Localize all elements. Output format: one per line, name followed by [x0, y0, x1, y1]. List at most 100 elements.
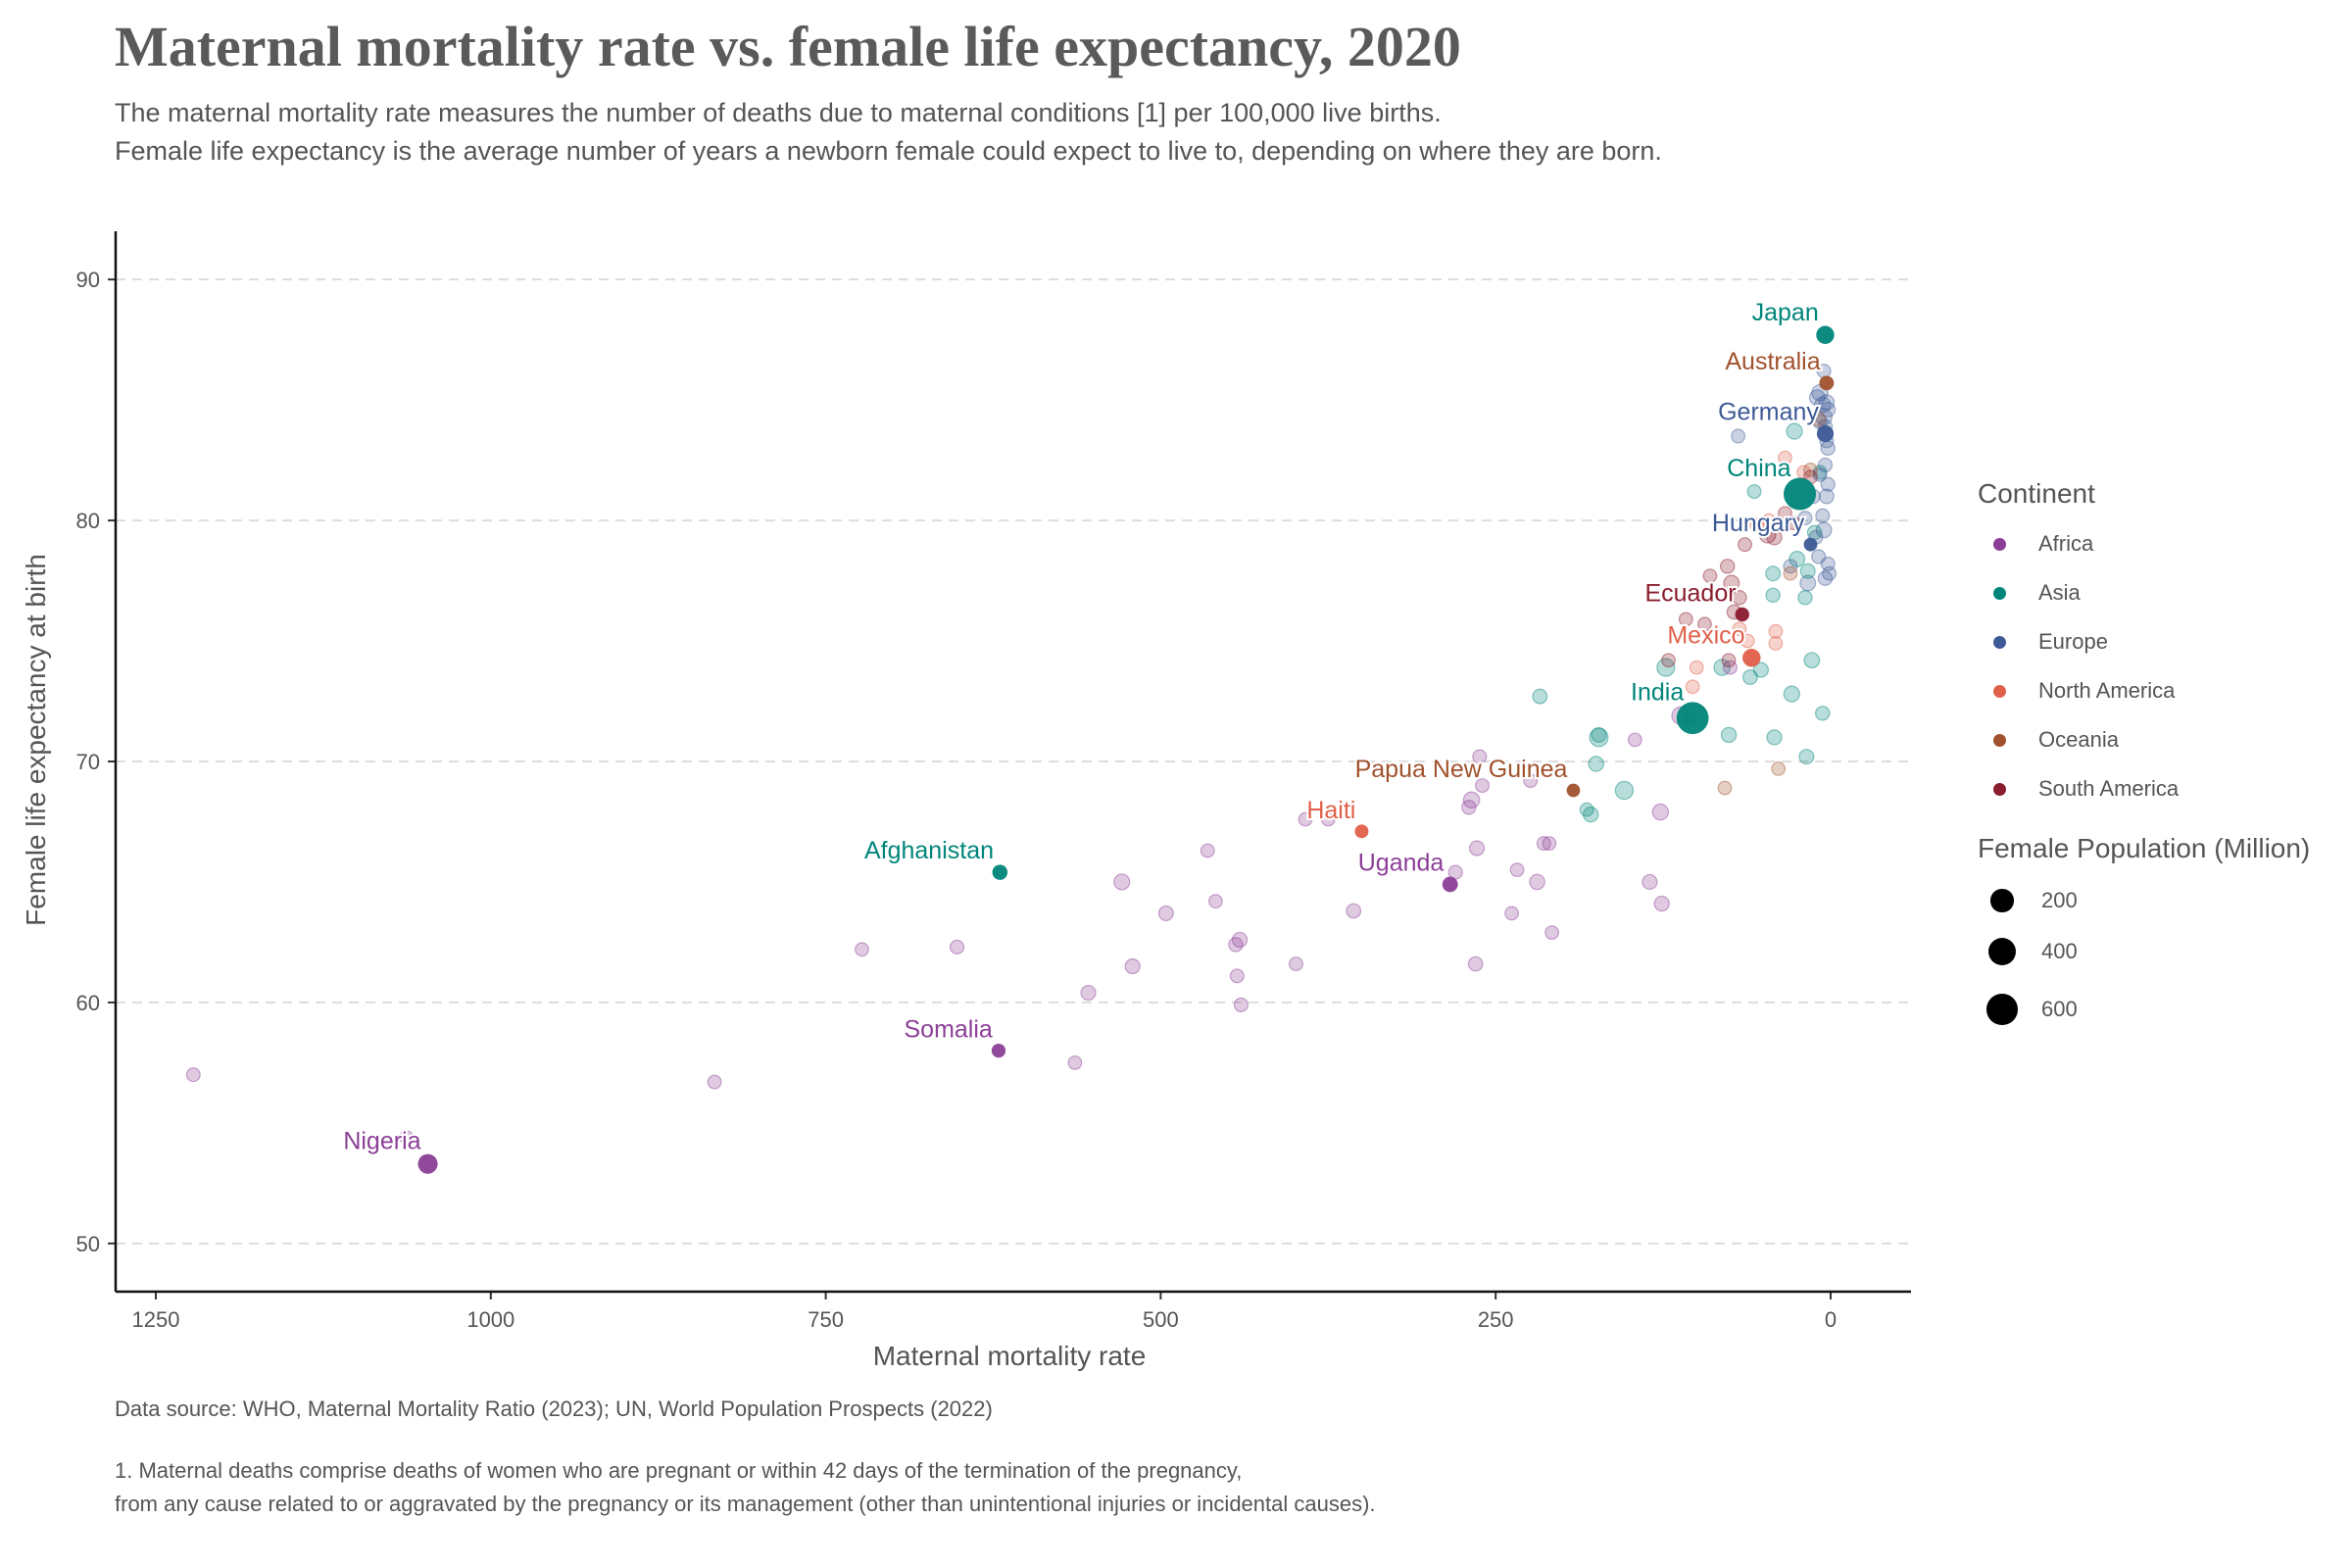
point-label-mexico: Mexico	[1667, 622, 1744, 650]
data-point	[1803, 652, 1821, 669]
highlighted-point-uganda	[1442, 876, 1458, 893]
data-point	[1799, 563, 1816, 579]
y-tick-label: 80	[76, 509, 100, 533]
data-point	[1741, 668, 1758, 685]
highlighted-point-ecuador	[1735, 607, 1749, 622]
data-point	[1732, 621, 1747, 637]
y-tick-label: 70	[76, 750, 100, 774]
data-point	[1766, 529, 1783, 546]
data-point	[1778, 450, 1792, 466]
data-point	[1536, 836, 1551, 852]
data-point	[1523, 773, 1539, 789]
data-point	[1803, 463, 1818, 477]
data-point	[1080, 984, 1097, 1002]
data-point	[1642, 873, 1658, 891]
data-point	[1788, 551, 1806, 567]
legend-label: North America	[2038, 678, 2176, 703]
data-point	[1462, 791, 1481, 809]
x-tick-label: 500	[1143, 1307, 1179, 1332]
data-point	[1721, 653, 1737, 668]
data-point	[1778, 506, 1792, 521]
size-legend-title: Female Population (Million)	[1978, 833, 2311, 863]
data-point	[1737, 537, 1752, 553]
size-legend-label: 400	[2041, 939, 2078, 963]
point-label-papua-new-guinea: Papua New Guinea	[1355, 756, 1568, 783]
data-point	[1475, 778, 1491, 794]
legend-item-south-america[interactable]: South America	[1984, 774, 2179, 804]
legend-item-africa[interactable]: Africa	[1984, 529, 2093, 559]
data-point	[1814, 396, 1832, 414]
data-point	[1732, 590, 1747, 606]
point-label-germany: Germany	[1718, 398, 1819, 425]
legend-label: Europe	[2038, 629, 2108, 654]
point-label-china: China	[1727, 455, 1790, 482]
data-point	[1758, 526, 1777, 544]
data-point	[1200, 843, 1215, 858]
data-point	[1818, 488, 1835, 505]
point-label-nigeria: Nigeria	[343, 1128, 420, 1155]
point-label-afghanistan: Afghanistan	[864, 837, 994, 864]
data-point	[1231, 931, 1249, 949]
highlighted-point-india	[1676, 702, 1709, 735]
data-point	[1532, 688, 1548, 705]
size-legend-circle	[1986, 994, 2018, 1025]
data-point	[1614, 780, 1635, 801]
legend-swatch	[1993, 586, 2006, 600]
legend-swatch	[1993, 782, 2006, 796]
data-point	[1067, 1054, 1083, 1070]
data-point	[1752, 662, 1769, 678]
data-point	[1697, 616, 1712, 632]
point-label-uganda: Uganda	[1358, 849, 1445, 876]
x-tick-label: 0	[1825, 1307, 1837, 1332]
highlighted-point-germany	[1816, 424, 1835, 443]
highlighted-point-somalia	[991, 1043, 1006, 1058]
data-point	[1208, 894, 1223, 909]
data-point	[1678, 612, 1693, 627]
data-point	[1815, 508, 1831, 523]
data-point	[1765, 565, 1782, 582]
size-legend-circle	[1988, 938, 2016, 965]
chart-subtitle-1: The maternal mortality rate measures the…	[115, 98, 1442, 127]
data-point	[1811, 412, 1827, 427]
data-point	[1812, 465, 1828, 480]
legend-label: Asia	[2038, 580, 2081, 605]
data-point	[1818, 394, 1836, 411]
data-point	[1797, 590, 1813, 606]
data-point	[1765, 587, 1781, 604]
data-point	[1768, 636, 1784, 651]
data-point	[1761, 513, 1777, 528]
data-point	[1771, 760, 1787, 776]
data-point	[1797, 511, 1813, 526]
data-point	[1157, 905, 1174, 921]
legend-item-asia[interactable]: Asia	[1984, 578, 2081, 608]
x-tick-label: 750	[808, 1307, 844, 1332]
data-point	[1723, 574, 1740, 592]
data-point	[185, 1067, 201, 1083]
highlighted-point-nigeria	[417, 1153, 438, 1174]
data-point	[1346, 903, 1362, 919]
data-point	[1820, 476, 1836, 492]
legend-swatch	[1993, 635, 2006, 649]
size-legend-label: 600	[2041, 997, 2078, 1021]
data-point	[1746, 484, 1762, 500]
data-point	[1702, 568, 1718, 584]
legend-item-north-america[interactable]: North America	[1984, 676, 2175, 706]
point-label-australia: Australia	[1725, 348, 1820, 375]
chart-subtitle-2: Female life expectancy is the average nu…	[115, 136, 1662, 166]
legend-swatch	[1993, 684, 2006, 698]
data-point	[1661, 653, 1676, 668]
data-point	[1815, 706, 1831, 721]
highlighted-point-haiti	[1354, 824, 1369, 839]
data-point	[1783, 559, 1798, 574]
highlighted-point-afghanistan	[992, 864, 1008, 880]
data-point	[1579, 802, 1594, 817]
highlighted-point-mexico	[1742, 649, 1761, 667]
data-point	[1589, 727, 1609, 748]
data-point	[1786, 515, 1801, 531]
legend-item-europe[interactable]: Europe	[1984, 627, 2108, 657]
data-point	[1653, 895, 1670, 912]
legend-item-oceania[interactable]: Oceania	[1984, 725, 2119, 755]
data-point	[1651, 803, 1670, 821]
data-point	[1815, 408, 1833, 426]
highlighted-point-japan	[1816, 325, 1835, 344]
